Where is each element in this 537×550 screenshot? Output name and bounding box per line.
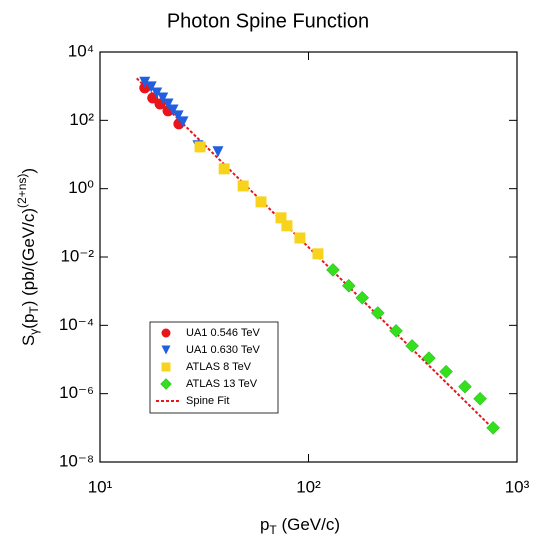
point — [312, 248, 324, 260]
point — [194, 141, 206, 153]
point — [139, 82, 151, 94]
point — [145, 81, 157, 93]
x-tick-label: 10³ — [505, 477, 530, 496]
point — [486, 420, 500, 435]
point — [172, 110, 184, 122]
y-label-part: (2+ns) — [15, 174, 29, 208]
y-label-part: (p — [19, 314, 38, 329]
x-label-part: p — [260, 515, 269, 534]
legend-label: Spine Fit — [186, 395, 229, 407]
legend-label: ATLAS 8 TeV — [186, 361, 252, 373]
point — [255, 196, 267, 208]
legend-swatch — [161, 362, 171, 372]
y-tick-label: 10⁻⁸ — [59, 451, 94, 470]
x-tick-label: 10² — [296, 477, 321, 496]
point — [370, 306, 385, 320]
point — [473, 391, 487, 406]
point — [237, 180, 249, 192]
point — [439, 364, 453, 379]
y-label-part: S — [19, 335, 38, 346]
legend-label: UA1 0.546 TeV — [186, 327, 260, 339]
y-tick-label: 10⁻² — [60, 246, 94, 265]
point — [458, 379, 472, 394]
chart-title: Photon Spine Function — [167, 10, 369, 32]
y-tick-label: 10⁰ — [68, 178, 94, 197]
point — [157, 92, 169, 104]
y-label-part: γ — [27, 329, 41, 335]
y-label-part: T — [27, 306, 41, 314]
point — [212, 146, 224, 158]
x-axis-label: pT (GeV/c) — [260, 515, 340, 537]
y-tick-label: 10⁻⁴ — [59, 315, 94, 334]
point — [218, 163, 230, 175]
point — [294, 232, 306, 244]
point — [341, 278, 356, 293]
y-axis-label: Sγ(pT) (pb/(GeV/c)(2+ns)) — [15, 168, 41, 346]
point — [177, 116, 189, 128]
y-label-part: ) — [19, 168, 38, 174]
y-label-part: ) (pb/(GeV/c) — [19, 208, 38, 306]
point — [167, 104, 179, 116]
x-label-part: (GeV/c) — [277, 515, 340, 534]
point — [422, 351, 436, 365]
point — [281, 220, 293, 232]
x-label-part: T — [269, 523, 277, 537]
legend-swatch — [161, 328, 171, 338]
legend-swatch — [160, 378, 172, 390]
point — [355, 290, 370, 305]
legend-label: UA1 0.630 TeV — [186, 344, 260, 356]
point — [162, 98, 174, 110]
point — [275, 212, 287, 224]
point — [139, 76, 151, 88]
point — [326, 263, 340, 277]
point — [151, 87, 163, 99]
y-tick-label: 10⁴ — [68, 41, 94, 60]
legend-swatch — [161, 345, 171, 355]
point — [389, 323, 403, 338]
legend-box — [149, 321, 279, 414]
y-tick-label: 10² — [69, 110, 94, 129]
legend-label: ATLAS 13 TeV — [186, 378, 258, 390]
y-tick-label: 10⁻⁶ — [59, 383, 94, 402]
x-tick-label: 10¹ — [88, 477, 113, 496]
point — [405, 339, 419, 353]
